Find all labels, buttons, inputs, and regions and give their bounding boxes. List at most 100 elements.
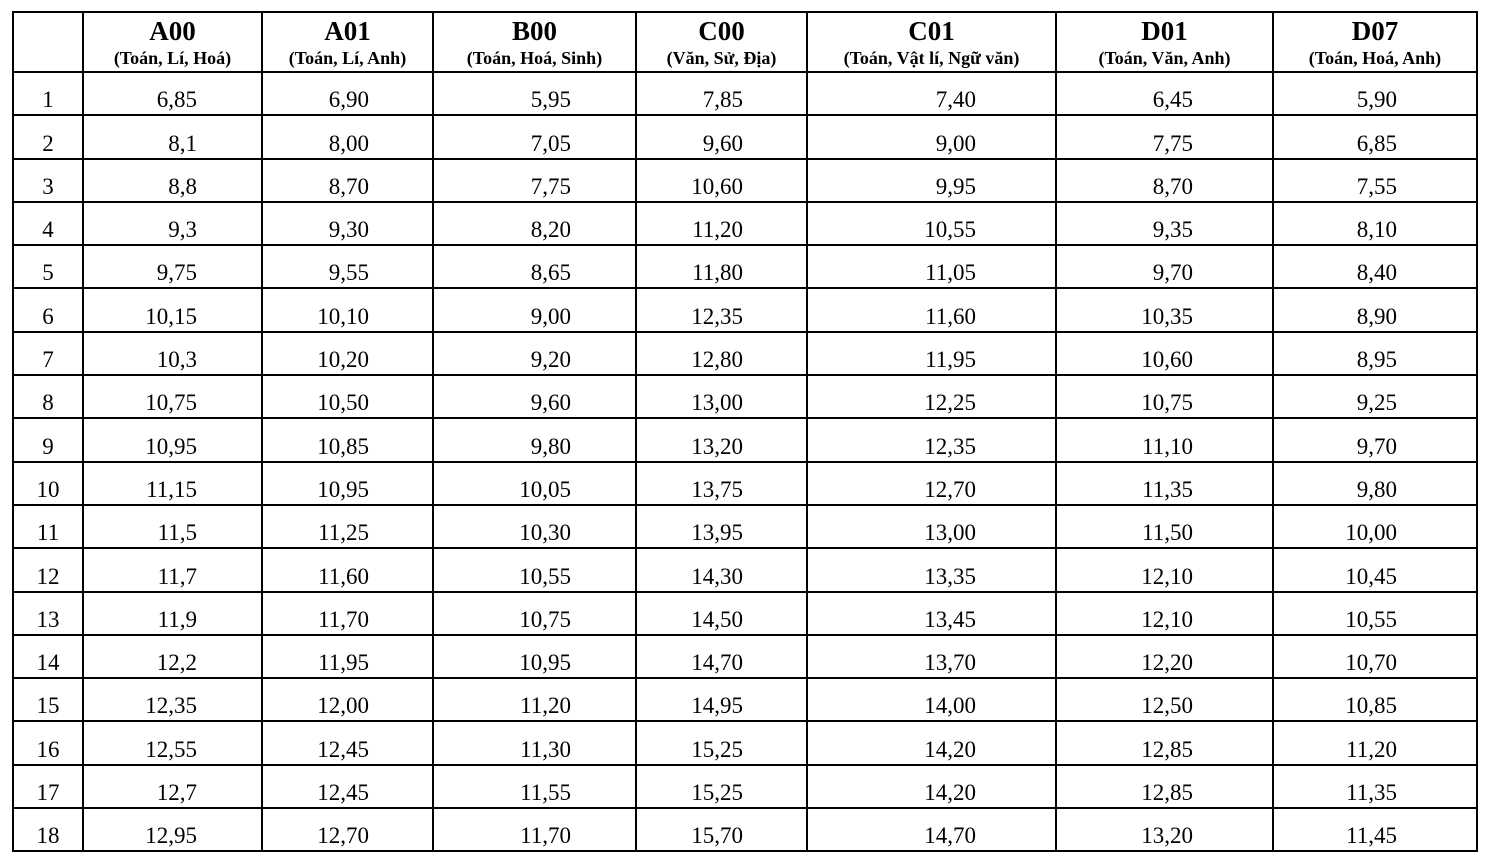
score-cell: 10,75 [82, 374, 263, 420]
score-cell: 9,95 [806, 157, 1057, 203]
row-index: 11 [12, 503, 84, 550]
score-cell: 9,70 [1055, 244, 1274, 290]
score-cell: 13,00 [806, 503, 1057, 550]
table-row: 15 12,35 12,00 11,20 14,95 14,00 12,50 10,85 [12, 677, 1478, 723]
block-subjects: (Toán, Lí, Hoá) [113, 47, 232, 68]
row-index: 6 [12, 287, 84, 333]
score-cell: 14,70 [806, 807, 1057, 852]
score-cell: 12,25 [806, 374, 1057, 420]
table-row: 1 6,85 6,90 5,95 7,85 7,40 6,45 5,90 [12, 70, 1478, 117]
score-cell: 8,90 [1272, 287, 1478, 333]
score-cell: 11,9 [82, 590, 263, 636]
score-cell: 10,50 [261, 374, 434, 420]
block-code: C00 [698, 15, 745, 46]
table-row: 2 8,1 8,00 7,05 9,60 9,00 7,75 6,85 [12, 114, 1478, 160]
corner-cell [12, 11, 84, 73]
score-cell: 10,55 [806, 200, 1057, 247]
table-row: 17 12,7 12,45 11,55 15,25 14,20 12,85 11,35 [12, 763, 1478, 810]
score-cell: 11,20 [1272, 720, 1478, 766]
score-cell: 9,75 [82, 244, 263, 290]
score-cell: 11,70 [261, 590, 434, 636]
score-cell: 13,20 [1055, 807, 1274, 852]
score-cell: 11,30 [432, 720, 637, 766]
table-row: 11 11,5 11,25 10,30 13,95 13,00 11,50 10,00 [12, 503, 1478, 550]
score-cell: 10,05 [432, 460, 637, 506]
block-code: D01 [1141, 15, 1188, 46]
row-index: 7 [12, 330, 84, 377]
score-cell: 11,60 [261, 547, 434, 593]
row-index: 16 [12, 720, 84, 766]
score-cell: 9,60 [635, 114, 808, 160]
row-index: 5 [12, 244, 84, 290]
score-cell: 12,00 [261, 677, 434, 723]
row-index: 9 [12, 417, 84, 463]
score-cell: 15,25 [635, 720, 808, 766]
score-cell: 11,45 [1272, 807, 1478, 852]
score-cell: 10,3 [82, 330, 263, 377]
column-header: D07 (Toán, Hoá, Anh) [1272, 11, 1478, 73]
score-cell: 15,70 [635, 807, 808, 852]
score-cell: 12,45 [261, 720, 434, 766]
score-cell: 10,75 [1055, 374, 1274, 420]
block-subjects: (Toán, Văn, Anh) [1098, 47, 1231, 68]
score-cell: 14,30 [635, 547, 808, 593]
score-cell: 6,45 [1055, 70, 1274, 117]
score-cell: 14,70 [635, 633, 808, 680]
score-cell: 12,35 [82, 677, 263, 723]
score-cell: 13,20 [635, 417, 808, 463]
column-header: D01 (Toán, Văn, Anh) [1055, 11, 1274, 73]
score-cell: 10,85 [261, 417, 434, 463]
score-cell: 9,25 [1272, 374, 1478, 420]
score-cell: 10,75 [432, 590, 637, 636]
score-cell: 13,45 [806, 590, 1057, 636]
score-cell: 11,20 [635, 200, 808, 247]
score-cell: 13,95 [635, 503, 808, 550]
table-row: 4 9,3 9,30 8,20 11,20 10,55 9,35 8,10 [12, 200, 1478, 247]
row-index: 2 [12, 114, 84, 160]
score-cell: 12,55 [82, 720, 263, 766]
score-cell: 8,65 [432, 244, 637, 290]
score-cell: 13,00 [635, 374, 808, 420]
score-cell: 10,70 [1272, 633, 1478, 680]
score-cell: 9,00 [806, 114, 1057, 160]
score-cell: 12,10 [1055, 547, 1274, 593]
score-cell: 6,90 [261, 70, 434, 117]
score-cell: 6,85 [1272, 114, 1478, 160]
score-cell: 10,55 [1272, 590, 1478, 636]
score-cell: 11,80 [635, 244, 808, 290]
score-cell: 10,20 [261, 330, 434, 377]
score-cell: 9,35 [1055, 200, 1274, 247]
block-subjects: (Toán, Hoá, Sinh) [466, 47, 603, 68]
score-cell: 10,15 [82, 287, 263, 333]
score-cell: 10,60 [1055, 330, 1274, 377]
score-cell: 12,35 [806, 417, 1057, 463]
score-cell: 11,10 [1055, 417, 1274, 463]
table-row: 8 10,75 10,50 9,60 13,00 12,25 10,75 9,25 [12, 374, 1478, 420]
score-cell: 15,25 [635, 763, 808, 810]
block-subjects: (Toán, Hoá, Anh) [1308, 47, 1442, 68]
score-cell: 10,10 [261, 287, 434, 333]
score-cell: 9,3 [82, 200, 263, 247]
score-cell: 7,75 [1055, 114, 1274, 160]
score-cell: 12,85 [1055, 720, 1274, 766]
score-cell: 8,00 [261, 114, 434, 160]
score-cell: 9,60 [432, 374, 637, 420]
score-cell: 11,20 [432, 677, 637, 723]
score-cell: 13,70 [806, 633, 1057, 680]
score-cell: 9,55 [261, 244, 434, 290]
score-cell: 7,85 [635, 70, 808, 117]
score-cell: 13,35 [806, 547, 1057, 593]
row-index: 14 [12, 633, 84, 680]
score-cell: 12,45 [261, 763, 434, 810]
score-cell: 14,20 [806, 763, 1057, 810]
score-cell: 7,55 [1272, 157, 1478, 203]
table-row: 9 10,95 10,85 9,80 13,20 12,35 11,10 9,70 [12, 417, 1478, 463]
score-cell: 12,20 [1055, 633, 1274, 680]
score-cell: 11,60 [806, 287, 1057, 333]
table-row: 13 11,9 11,70 10,75 14,50 13,45 12,10 10,55 [12, 590, 1478, 636]
score-cell: 10,35 [1055, 287, 1274, 333]
score-cell: 11,70 [432, 807, 637, 852]
score-cell: 11,95 [261, 633, 434, 680]
score-cell: 8,8 [82, 157, 263, 203]
table-row: 3 8,8 8,70 7,75 10,60 9,95 8,70 7,55 [12, 157, 1478, 203]
